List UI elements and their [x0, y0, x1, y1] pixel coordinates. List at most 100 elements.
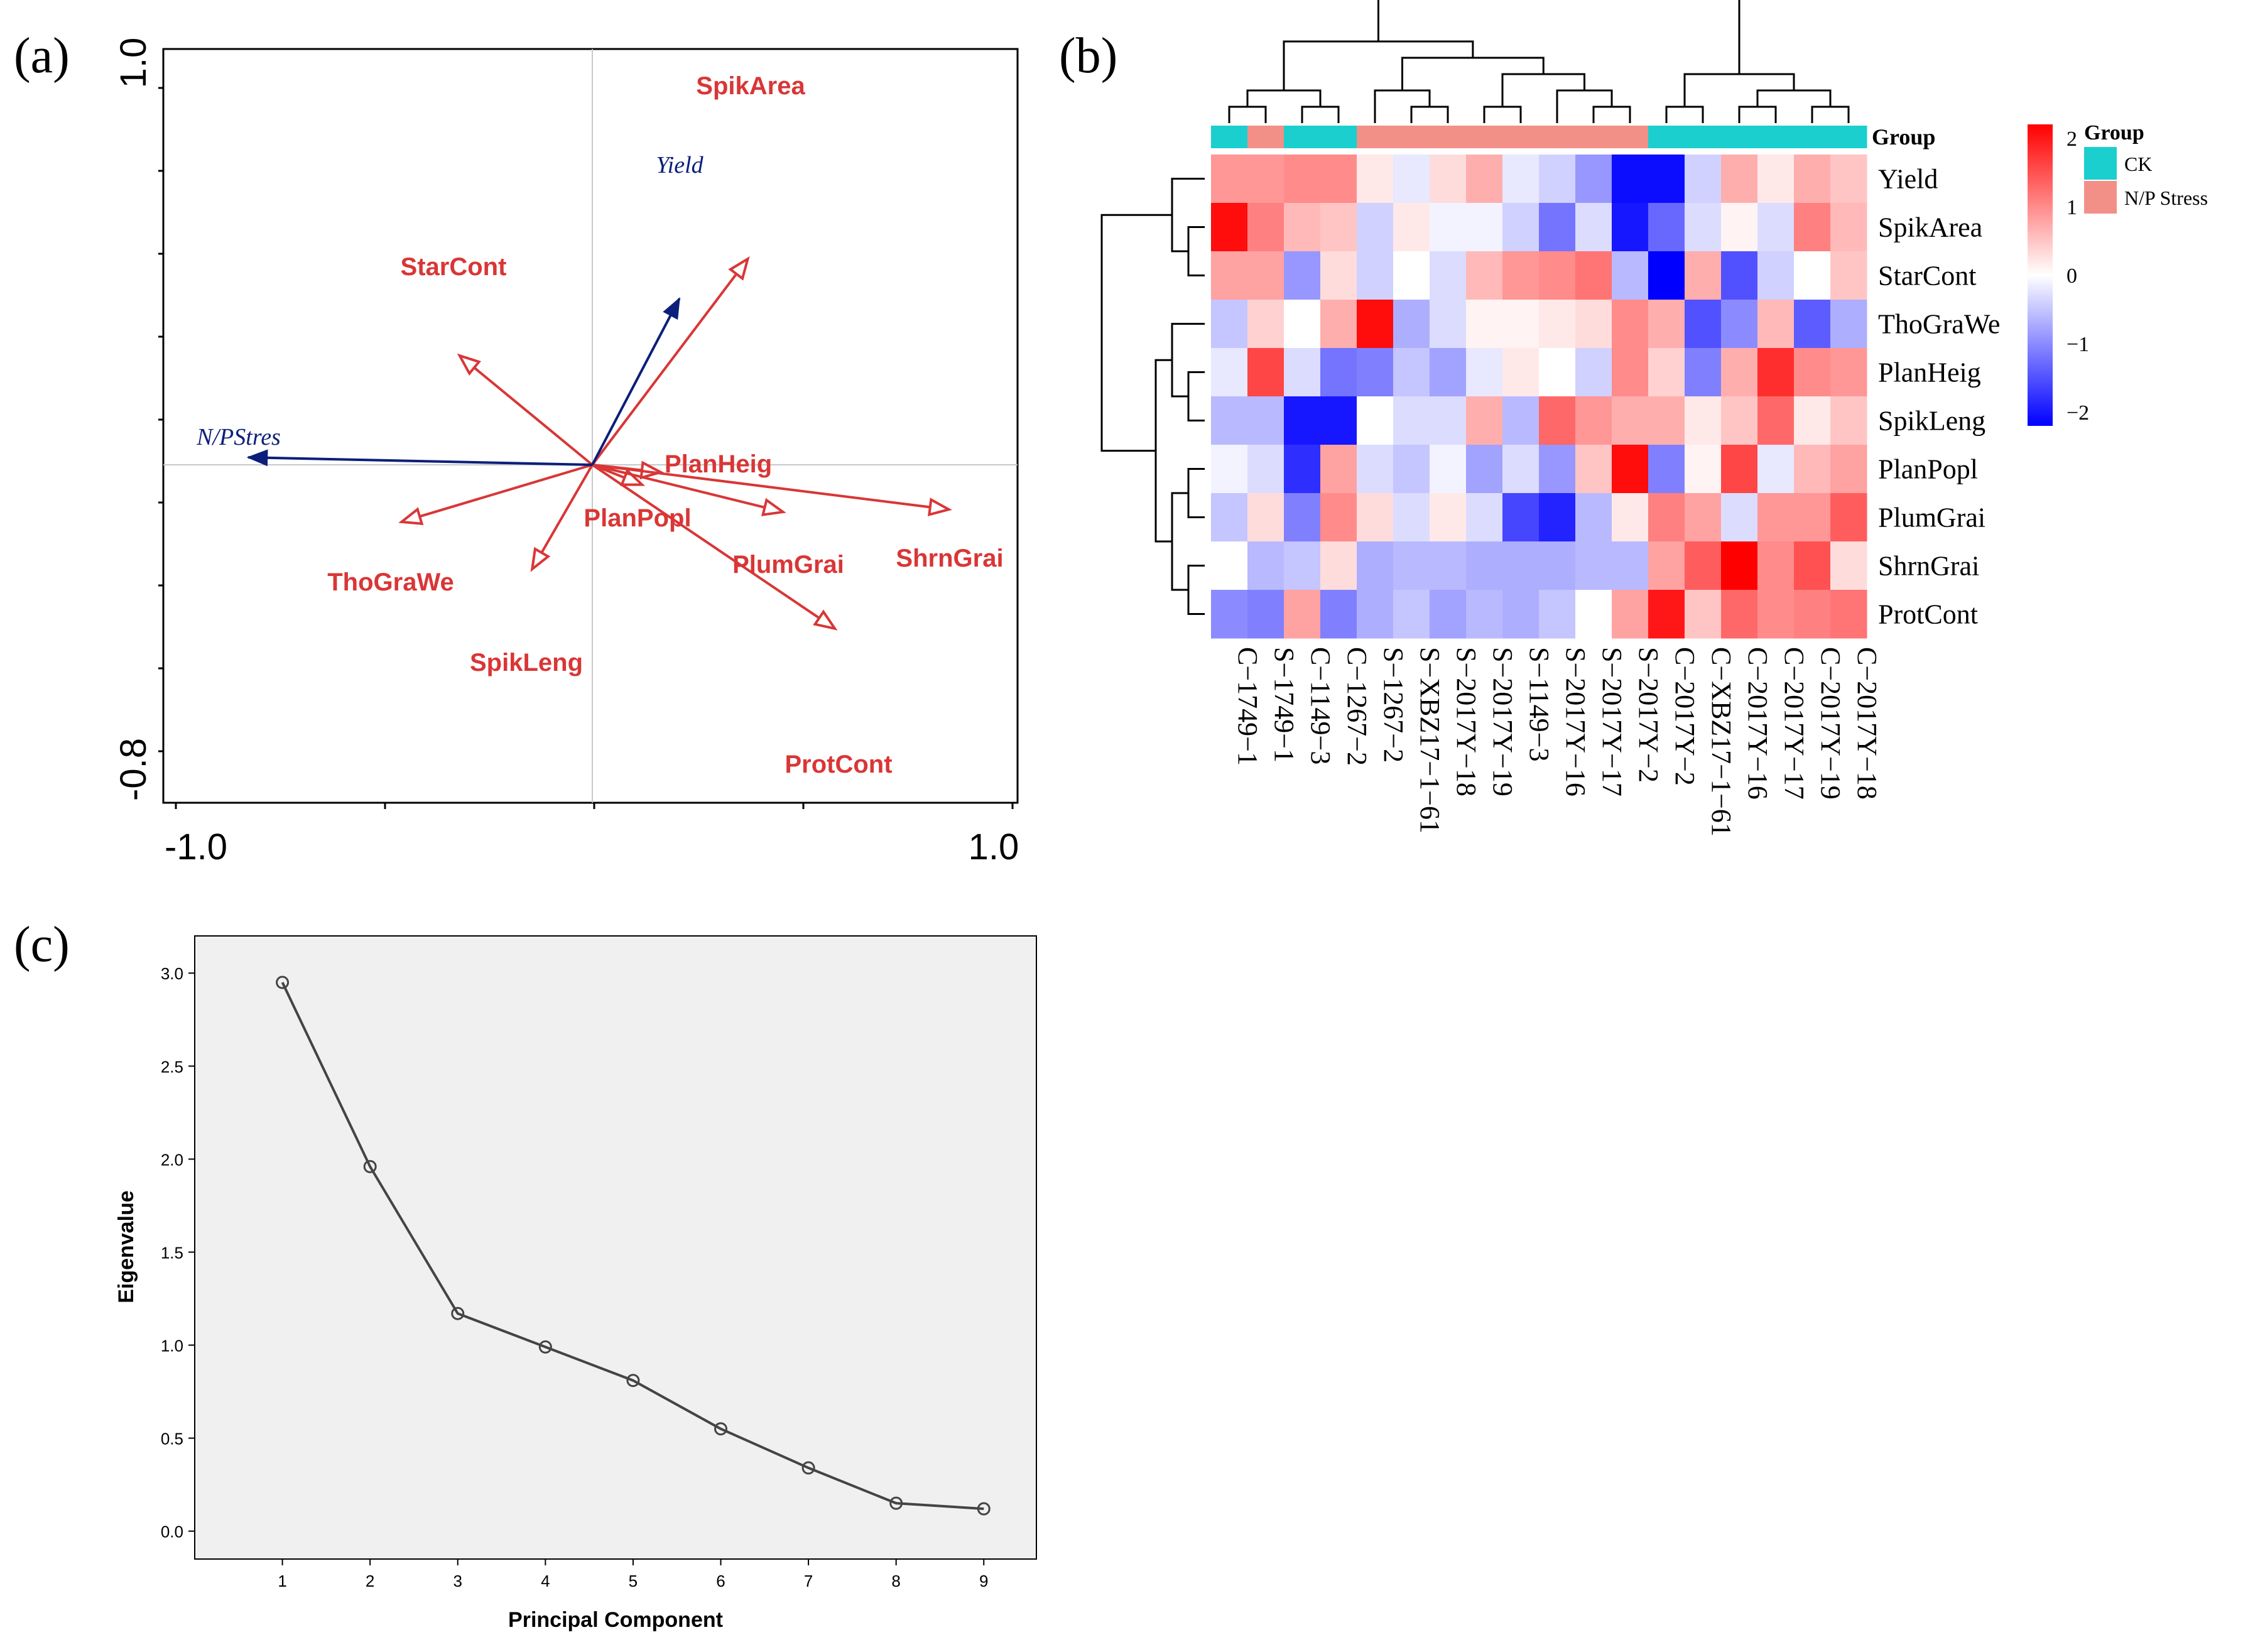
arrowhead-protcont: [813, 609, 838, 631]
group-cell-s-2017y-17: [1575, 126, 1612, 148]
arrowhead-plumgrai: [761, 497, 786, 516]
group-cell-c-1267-2: [1320, 126, 1357, 148]
heat-cell-spikarea-s-2017y-16: [1539, 203, 1576, 252]
scree-y-tick-label: 2.5: [161, 1057, 183, 1076]
heat-cell-protcont-s-1749-1: [1247, 590, 1284, 639]
heat-cell-spikleng-c-1149-3: [1284, 396, 1321, 445]
heat-cell-spikarea-c-2017y-2: [1648, 203, 1685, 252]
heat-cell-planheig-c-2017y-18: [1830, 348, 1867, 397]
heat-cell-spikarea-s-2017y-19: [1466, 203, 1503, 252]
group-legend: Group CK N/P Stress: [2084, 121, 2208, 214]
heat-cell-yield-s-xbz17-1-61: [1393, 155, 1430, 204]
heat-cell-spikleng-c-1749-1: [1211, 396, 1248, 445]
group-cell-c-1749-1: [1211, 126, 1248, 148]
heat-cell-planheig-c-1149-3: [1284, 348, 1321, 397]
scree-line: [281, 982, 984, 1511]
vector-label-starcont: StarCont: [401, 253, 507, 281]
heat-cell-plumgrai-s-2017y-2: [1612, 493, 1649, 542]
heat-cell-planheig-c-1267-2: [1320, 348, 1357, 397]
heat-cell-yield-c-2017y-16: [1721, 155, 1758, 204]
group-cell-c-2017y-2: [1648, 126, 1685, 148]
heat-cell-plumgrai-c-2017y-2: [1648, 493, 1685, 542]
column-label-c-2017y-18: C−2017Y−18: [1852, 647, 1882, 800]
column-label-s-2017y-16: S−2017Y−16: [1560, 647, 1591, 796]
column-label-s-1267-2: S−1267−2: [1378, 647, 1409, 763]
panel-label-c: (c): [14, 917, 70, 972]
group-cell-s-2017y-18: [1430, 126, 1467, 148]
heat-cell-starcont-c-2017y-17: [1757, 251, 1795, 300]
heat-cell-yield-c-2017y-18: [1830, 155, 1867, 204]
heat-cell-plumgrai-c-1749-1: [1211, 493, 1248, 542]
heat-cell-shrngrai-s-1267-2: [1357, 541, 1394, 590]
heat-cell-planpopl-c-1149-3: [1284, 445, 1321, 494]
heat-cell-yield-c-1749-1: [1211, 155, 1248, 204]
heat-cell-planpopl-c-1749-1: [1211, 445, 1248, 494]
row-dendrogram-branch: [1100, 214, 1172, 452]
row-label-yield: Yield: [1878, 164, 1938, 195]
group-cell-c-2017y-19: [1794, 126, 1831, 148]
heat-cell-yield-s-1749-1: [1247, 155, 1284, 204]
heat-cell-yield-c-xbz17-1-61: [1685, 155, 1722, 204]
scree-y-tick-label: 3.0: [161, 964, 183, 983]
arrowhead-shrngrai: [927, 497, 952, 516]
heat-cell-thograwe-s-1749-1: [1247, 300, 1284, 349]
column-dendrogram-branch: [1665, 106, 1704, 123]
heat-cell-spikleng-s-2017y-16: [1539, 396, 1576, 445]
vector-thograwe: [401, 464, 593, 523]
heat-cell-planpopl-s-1149-3: [1502, 445, 1540, 494]
heat-cell-yield-s-1267-2: [1357, 155, 1394, 204]
column-label-s-2017y-18: S−2017Y−18: [1451, 647, 1482, 796]
heat-cell-spikleng-s-1749-1: [1247, 396, 1284, 445]
arrowhead-spikarea: [728, 256, 750, 281]
biplot-vectors: SpikArea StarCont PlanHeig PlanPopl PlumGrai…: [196, 72, 1003, 778]
heat-cell-spikarea-c-xbz17-1-61: [1685, 203, 1722, 252]
vector-protcont: [591, 464, 836, 630]
column-label-s-1149-3: S−1149−3: [1524, 647, 1555, 761]
heat-cell-protcont-c-2017y-16: [1721, 590, 1758, 639]
heat-cell-starcont-c-2017y-16: [1721, 251, 1758, 300]
scree-y-tick-label: 1.0: [161, 1336, 183, 1355]
scree-point-pc1: [276, 975, 290, 989]
heat-cell-thograwe-c-2017y-2: [1648, 300, 1685, 349]
group-cell-s-1267-2: [1357, 126, 1394, 148]
heat-cell-spikarea-s-1267-2: [1357, 203, 1394, 252]
heat-cell-thograwe-s-1149-3: [1502, 300, 1540, 349]
biplot-ytick-max: 1.0: [113, 38, 154, 89]
vector-label-protcont: ProtCont: [785, 751, 892, 778]
scree-y-axis-label: Eigenvalue: [114, 1190, 138, 1303]
arrowhead-thograwe: [398, 507, 424, 526]
row-label-thograwe: ThoGraWe: [1878, 309, 2000, 340]
heat-cell-protcont-s-xbz17-1-61: [1393, 590, 1430, 639]
heat-cell-spikarea-s-2017y-17: [1575, 203, 1612, 252]
column-label-c-1749-1: C−1749−1: [1232, 647, 1263, 766]
scree-x-tick-label: 8: [891, 1572, 900, 1590]
scree-point-pc8: [889, 1496, 903, 1510]
column-label-s-xbz17-1-61: S−XBZ17−1−61: [1415, 647, 1445, 834]
group-cell-s-2017y-16: [1539, 126, 1576, 148]
heat-cell-spikarea-c-2017y-19: [1794, 203, 1831, 252]
heat-cell-shrngrai-c-2017y-18: [1830, 541, 1867, 590]
scree-x-axis-label: Principal Component: [508, 1608, 723, 1632]
row-label-plumgrai: PlumGrai: [1878, 503, 1985, 533]
group-cell-c-2017y-18: [1830, 126, 1867, 148]
heat-cell-spikarea-c-1149-3: [1284, 203, 1321, 252]
column-label-s-2017y-19: S−2017Y−19: [1487, 647, 1518, 796]
heat-cell-yield-c-2017y-19: [1794, 155, 1831, 204]
heat-cell-thograwe-s-xbz17-1-61: [1393, 300, 1430, 349]
group-cell-s-2017y-19: [1466, 126, 1503, 148]
heat-cell-starcont-s-1267-2: [1357, 251, 1394, 300]
heat-cell-shrngrai-c-1749-1: [1211, 541, 1248, 590]
heat-cell-spikleng-s-1149-3: [1502, 396, 1540, 445]
column-dendrogram-branch: [1410, 106, 1449, 123]
colorbar-gradient: [2028, 124, 2053, 426]
scree-plot-area: [194, 935, 1037, 1560]
group-cell-s-1749-1: [1247, 126, 1284, 148]
heat-cell-starcont-s-2017y-18: [1430, 251, 1467, 300]
column-label-c-xbz17-1-61: C−XBZ17−1−61: [1706, 647, 1737, 837]
heatmap-cells: [1211, 155, 1867, 639]
heat-cell-protcont-c-1749-1: [1211, 590, 1248, 639]
heat-cell-planpopl-s-2017y-18: [1430, 445, 1467, 494]
heat-cell-starcont-s-2017y-17: [1575, 251, 1612, 300]
heatmap-column-labels: C−1749−1 S−1749−1 C−1149−3 C−1267−2 S−1267−2…: [1232, 647, 1882, 837]
heat-cell-starcont-c-1267-2: [1320, 251, 1357, 300]
